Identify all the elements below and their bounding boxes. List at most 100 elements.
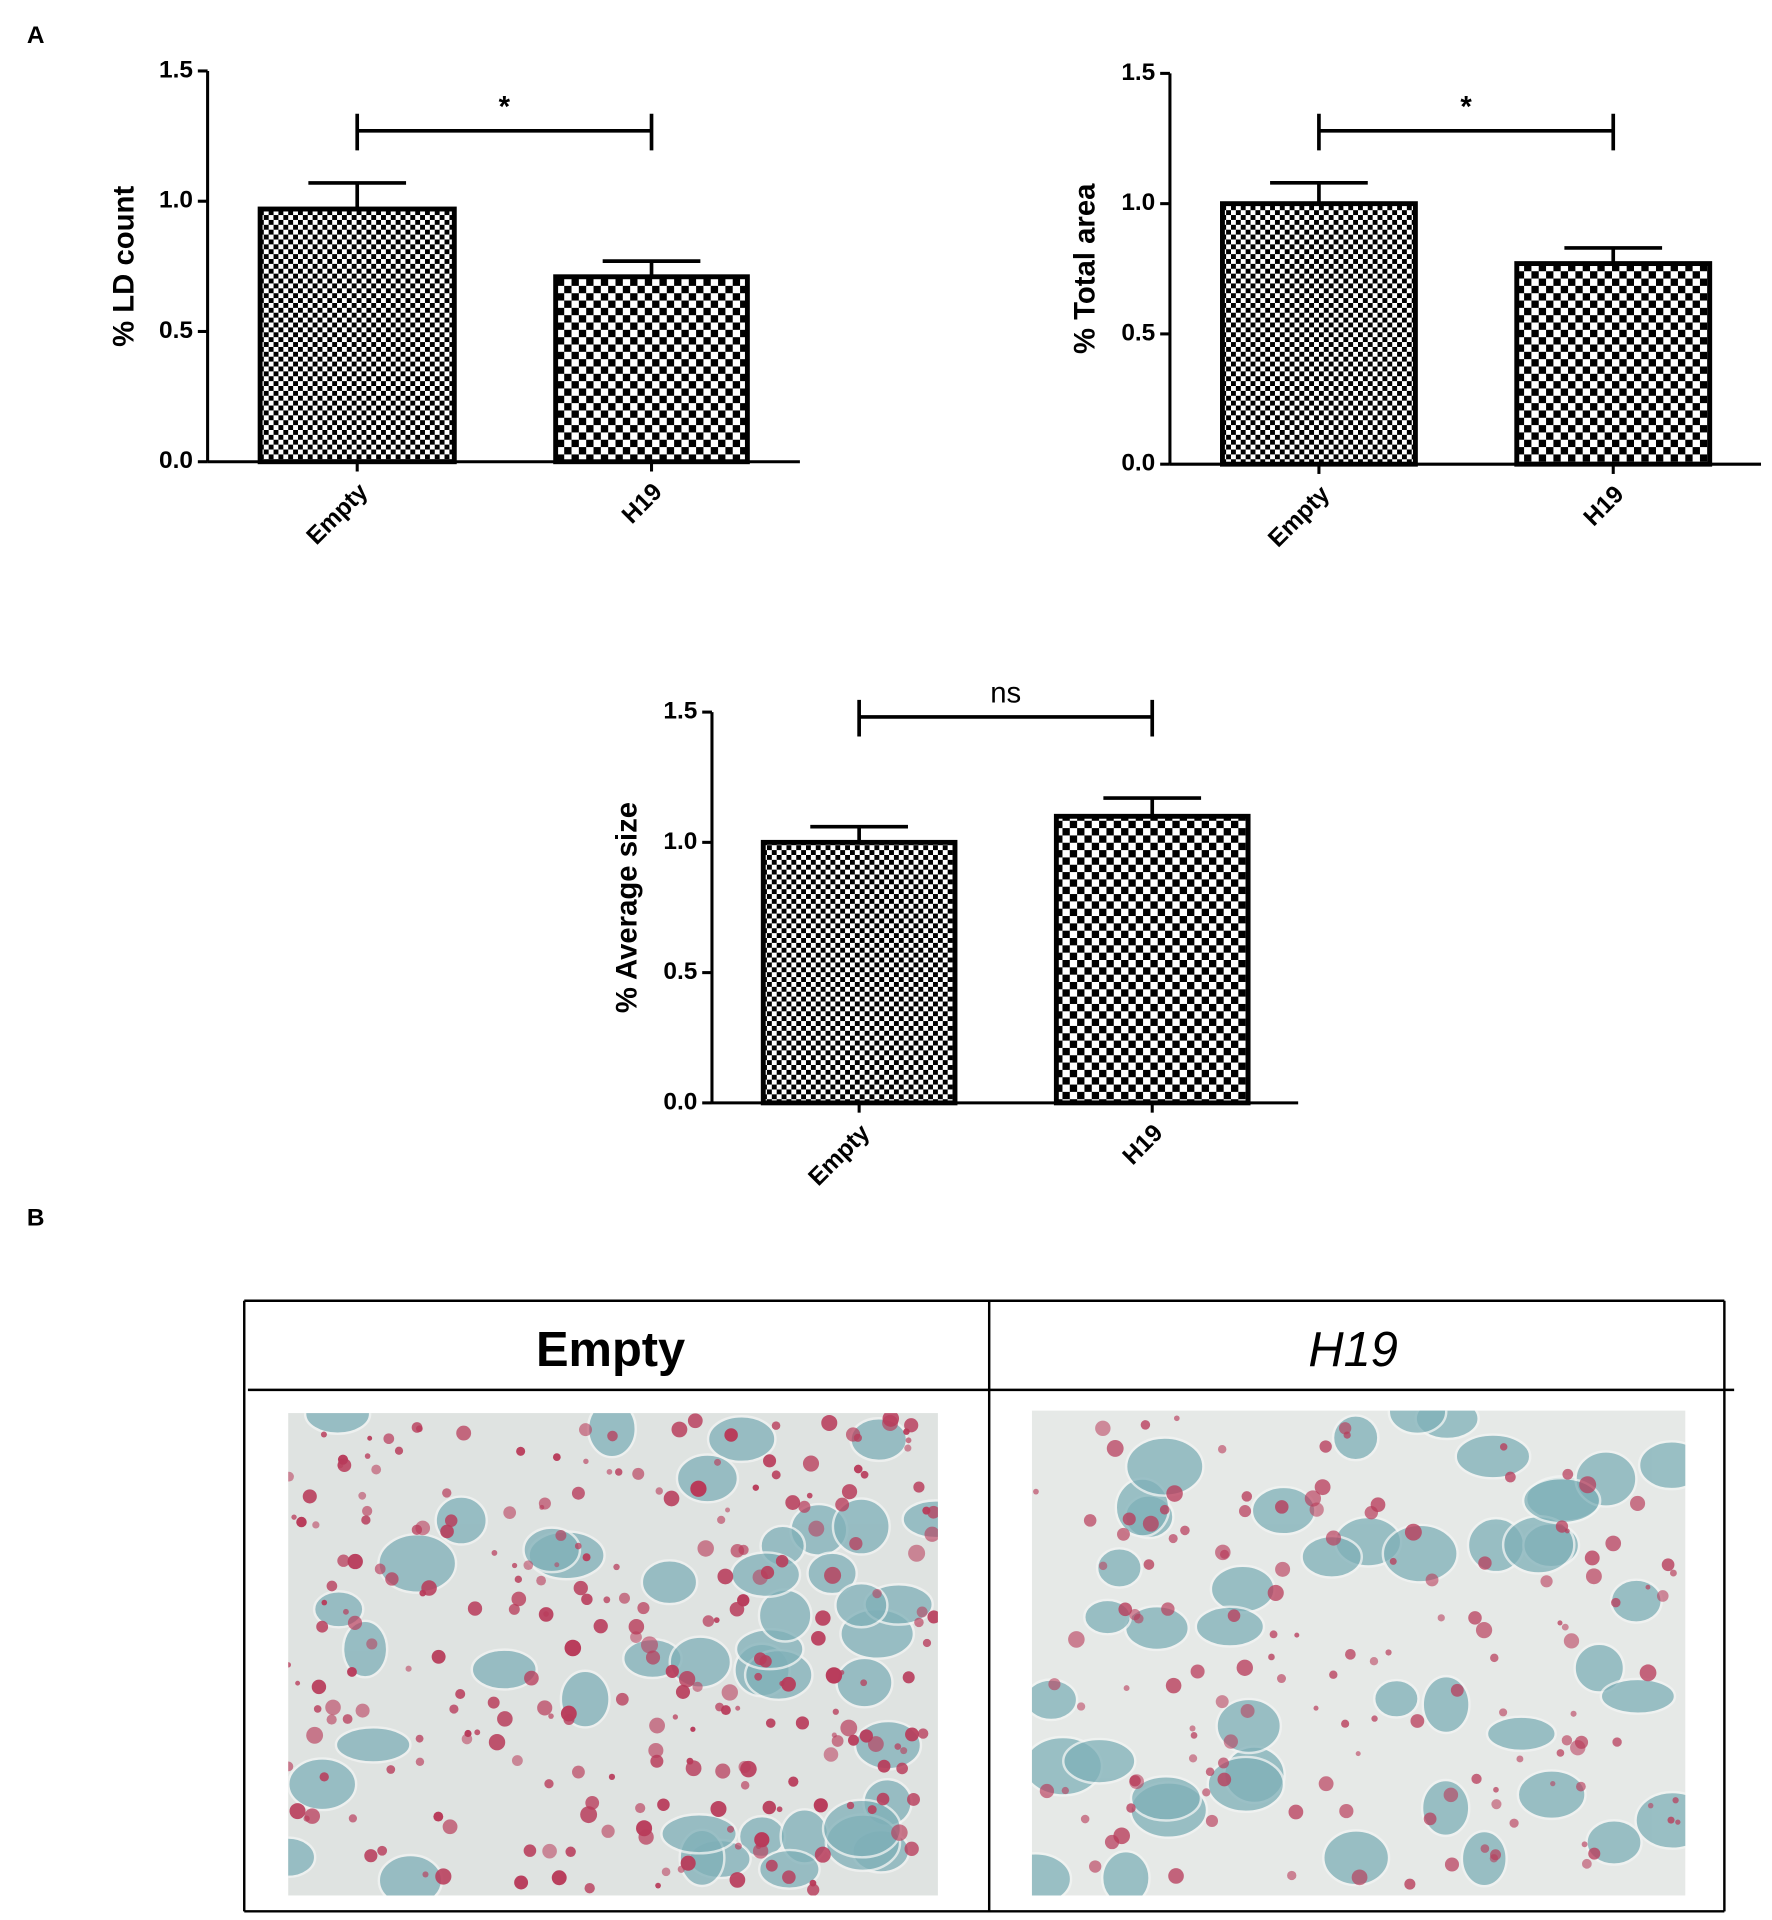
- lipid-droplet: [1033, 1488, 1039, 1495]
- lipid-droplet: [831, 1735, 844, 1747]
- lipid-droplet: [1478, 1556, 1492, 1570]
- lipid-droplet: [571, 1486, 585, 1500]
- lipid-droplet: [503, 1506, 517, 1519]
- lipid-droplet: [872, 1588, 882, 1599]
- lipid-droplet: [574, 1542, 582, 1550]
- lipid-droplet: [580, 1806, 598, 1824]
- lipid-droplet: [302, 1489, 317, 1504]
- cell-nucleus: [1420, 1778, 1471, 1838]
- lipid-droplet: [782, 1870, 796, 1884]
- lipid-droplet: [442, 1819, 458, 1835]
- cell-nucleus: [522, 1526, 582, 1574]
- lipid-droplet: [738, 1760, 751, 1774]
- lipid-droplet: [582, 1553, 591, 1562]
- lipid-droplet: [1550, 1780, 1556, 1787]
- lipid-droplet: [763, 1454, 777, 1468]
- lipid-droplet: [358, 1491, 367, 1500]
- lipid-droplet: [1669, 1569, 1677, 1577]
- x-tick-label: H19: [1118, 1119, 1169, 1170]
- lipid-droplet: [1489, 1854, 1499, 1863]
- lipid-droplet: [1267, 1584, 1284, 1601]
- lipid-droplet: [754, 1832, 770, 1848]
- lipid-droplet: [675, 1684, 691, 1699]
- lipid-droplet: [1561, 1623, 1569, 1631]
- lipid-droplet: [1667, 1816, 1675, 1824]
- lipid-droplet: [913, 1481, 925, 1493]
- lipid-droplet: [524, 1670, 539, 1686]
- lipid-droplet: [511, 1562, 518, 1569]
- lipid-droplet: [539, 1504, 545, 1510]
- lipid-droplet: [680, 1855, 696, 1871]
- lipid-droplet: [1672, 1797, 1679, 1804]
- lipid-droplet: [840, 1719, 858, 1737]
- lipid-droplet: [304, 1808, 321, 1824]
- lipid-droplet: [415, 1425, 423, 1433]
- lipid-droplet: [497, 1711, 513, 1727]
- lipid-droplet: [337, 1554, 350, 1567]
- lipid-droplet: [319, 1772, 329, 1782]
- lipid-droplet: [807, 1883, 820, 1896]
- y-tick-label: 0.5: [663, 958, 697, 985]
- lipid-droplet: [508, 1603, 520, 1615]
- lipid-droplet: [877, 1759, 891, 1773]
- lipid-droplet: [1098, 1561, 1108, 1571]
- lipid-droplet: [606, 1469, 613, 1475]
- lipid-droplet: [1355, 1751, 1361, 1757]
- cell-nucleus: [1100, 1849, 1151, 1896]
- cell-nucleus: [377, 1853, 444, 1896]
- lipid-droplet: [455, 1689, 466, 1700]
- lipid-droplet: [1227, 1609, 1241, 1622]
- significance-label: ns: [990, 677, 1021, 710]
- cell-nucleus: [288, 1757, 358, 1812]
- cell-nucleus: [1485, 1715, 1557, 1753]
- lipid-droplet: [1499, 1443, 1508, 1451]
- cell-nucleus: [1381, 1523, 1459, 1584]
- lipid-droplet: [511, 1755, 523, 1767]
- cell-nucleus: [1599, 1677, 1677, 1715]
- lipid-droplet: [1588, 1847, 1601, 1860]
- lipid-droplet: [687, 1413, 703, 1429]
- lipid-droplet: [1540, 1575, 1553, 1588]
- lipid-droplet: [657, 1798, 670, 1811]
- lipid-droplet: [907, 1792, 920, 1806]
- lipid-droplet: [607, 1430, 618, 1442]
- y-tick-label: 0.0: [663, 1088, 697, 1115]
- lipid-droplet: [536, 1575, 546, 1586]
- cell-nucleus: [1387, 1410, 1448, 1436]
- lipid-droplet: [922, 1506, 931, 1515]
- lipid-droplet: [914, 1617, 924, 1628]
- lipid-droplet: [1509, 1818, 1519, 1828]
- lipid-droplet: [628, 1619, 645, 1635]
- lipid-droplet: [364, 1849, 378, 1863]
- lipid-droplet: [1656, 1590, 1669, 1602]
- lipid-droplet: [1061, 1786, 1069, 1795]
- lipid-droplet: [655, 1487, 663, 1495]
- cell-nucleus: [1124, 1436, 1205, 1497]
- lipid-droplet: [860, 1679, 868, 1687]
- lipid-droplet: [1104, 1834, 1120, 1850]
- lipid-droplet: [740, 1781, 750, 1790]
- lipid-droplet: [927, 1610, 938, 1624]
- lipid-droplet: [1343, 1431, 1351, 1439]
- cell-nucleus: [586, 1413, 637, 1459]
- lipid-droplet: [891, 1824, 908, 1841]
- lipid-droplet: [860, 1470, 869, 1479]
- lipid-droplet: [717, 1515, 726, 1525]
- lipid-droplet: [636, 1820, 653, 1837]
- lipid-droplet: [640, 1636, 659, 1654]
- lipid-droplet: [690, 1726, 696, 1732]
- cell-nucleus: [470, 1648, 538, 1691]
- lipid-droplet: [905, 1437, 912, 1444]
- lipid-droplet: [289, 1803, 306, 1820]
- lipid-droplet: [311, 1679, 327, 1695]
- lipid-droplet: [724, 1428, 738, 1442]
- lipid-droplet: [573, 1580, 588, 1596]
- lipid-droplet: [523, 1844, 537, 1857]
- lipid-droplet: [798, 1500, 811, 1513]
- lipid-droplet: [288, 1471, 294, 1482]
- lipid-droplet: [765, 1718, 776, 1728]
- lipid-droplet: [295, 1680, 301, 1686]
- lipid-droplet: [1339, 1803, 1354, 1819]
- lipid-droplet: [648, 1742, 664, 1759]
- lipid-droplet: [1369, 1657, 1379, 1666]
